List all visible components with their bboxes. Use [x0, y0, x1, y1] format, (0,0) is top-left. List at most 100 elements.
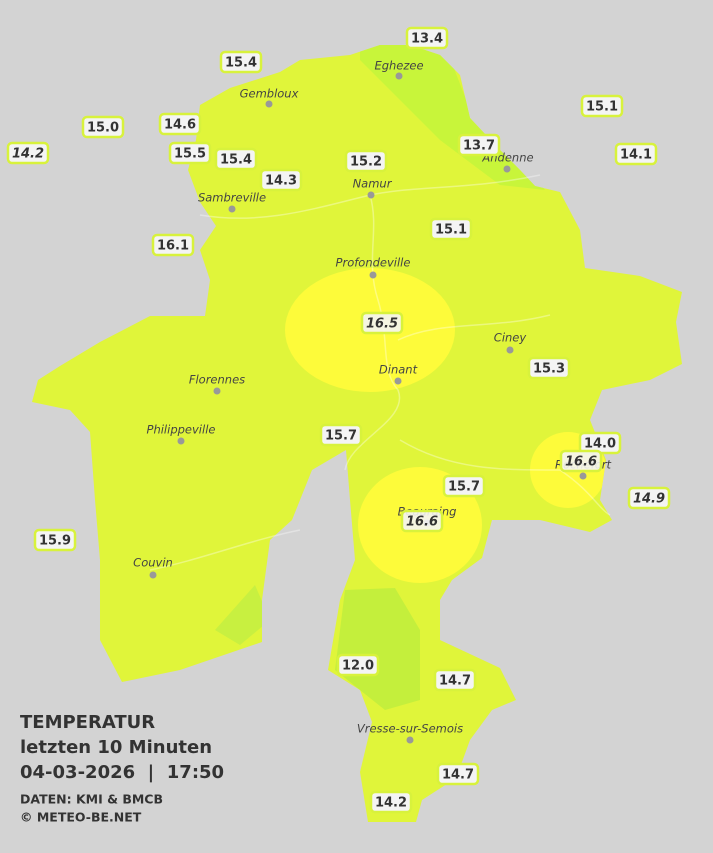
city-label: Sambreville [198, 191, 266, 205]
station-box [369, 790, 413, 814]
station: 15.2 [344, 149, 388, 173]
station: 14.2 [6, 141, 50, 165]
legend-source: DATEN: KMI & BMCB [20, 792, 163, 807]
station-box [436, 762, 480, 786]
city-dot [506, 346, 514, 354]
station-value: 14.2 [375, 796, 407, 811]
city-label: Couvin [133, 556, 173, 570]
city-label: Gembloux [240, 87, 299, 101]
rivers [149, 174, 611, 571]
city-dot [228, 205, 236, 213]
station-value: 14.6 [164, 118, 196, 133]
city-label: Dinant [379, 363, 418, 377]
station: 14.7 [436, 762, 480, 786]
station: 16.6 [400, 509, 444, 533]
station-box [81, 115, 125, 139]
station-value: 14.0 [584, 437, 616, 452]
station: 15.5 [168, 141, 212, 165]
station-box [405, 26, 449, 50]
city-dot [213, 387, 221, 395]
station: 14.0 [578, 431, 622, 455]
station-box [33, 528, 77, 552]
station: 14.6 [158, 112, 202, 136]
station-value: 15.5 [174, 147, 206, 162]
legend-period: letzten 10 Minuten [20, 737, 212, 758]
city-dot [367, 191, 375, 199]
station: 12.0 [336, 653, 380, 677]
station-box [219, 50, 263, 74]
station-value: 15.4 [220, 153, 252, 168]
station-value: 16.6 [565, 455, 597, 470]
legend-datetime: 04-03-2026 | 17:50 [20, 762, 224, 783]
station-value: 15.9 [39, 534, 71, 549]
station: 15.4 [214, 147, 258, 171]
station: 15.1 [580, 94, 624, 118]
station-value: 15.1 [586, 100, 618, 115]
station-value: 16.1 [157, 239, 189, 254]
station-value: 15.3 [533, 362, 565, 377]
city-label: Namur [353, 177, 393, 191]
city-label: Profondeville [336, 256, 411, 270]
station-value: 16.5 [366, 317, 398, 332]
station: 14.1 [614, 142, 658, 166]
station-box [580, 94, 624, 118]
station-value: 14.1 [620, 148, 652, 163]
city-dot [395, 72, 403, 80]
station-value: 15.2 [350, 155, 382, 170]
station-box [158, 112, 202, 136]
city-label: Philippeville [147, 423, 216, 437]
station-value: 14.9 [633, 492, 665, 507]
station-box [214, 147, 258, 171]
station: 16.1 [151, 233, 195, 257]
station-value: 12.0 [342, 659, 374, 674]
station-box [336, 653, 380, 677]
station-value: 15.4 [225, 56, 257, 71]
station: 15.7 [442, 474, 486, 498]
station-box [168, 141, 212, 165]
city-dot [177, 437, 185, 445]
station: 15.4 [219, 50, 263, 74]
city-label: Vresse-sur-Semois [357, 722, 463, 736]
city-dot [579, 472, 587, 480]
city-dot [503, 165, 511, 173]
station-value: 14.2 [12, 147, 44, 162]
station: 13.7 [457, 133, 501, 157]
city-label: Ciney [494, 331, 527, 345]
station-value: 14.7 [439, 674, 471, 689]
station: 14.2 [369, 790, 413, 814]
station-box [559, 449, 603, 473]
station-box [344, 149, 388, 173]
city-dot [265, 100, 273, 108]
legend-title: TEMPERATUR [20, 712, 155, 733]
station: 16.6 [559, 449, 603, 473]
station-box [429, 217, 473, 241]
station: 15.0 [81, 115, 125, 139]
station-value: 13.4 [411, 32, 443, 47]
city-label: Eghezee [374, 59, 423, 73]
station: 15.7 [319, 423, 363, 447]
station-value: 13.7 [463, 139, 495, 154]
station-box [259, 168, 303, 192]
station-box [400, 509, 444, 533]
station: 13.4 [405, 26, 449, 50]
station-value: 16.6 [406, 515, 438, 530]
station: 14.3 [259, 168, 303, 192]
station-value: 15.7 [325, 429, 357, 444]
station-box [6, 141, 50, 165]
city-dot [394, 377, 402, 385]
station: 14.7 [433, 668, 477, 692]
station-value: 14.7 [442, 768, 474, 783]
station: 16.5 [360, 311, 404, 335]
city-dot [406, 736, 414, 744]
station-value: 14.3 [265, 174, 297, 189]
cool-zone [215, 585, 270, 645]
station-box [433, 668, 477, 692]
legend-copyright: © METEO-BE.NET [20, 810, 142, 825]
cool-zone [335, 588, 420, 710]
station-box [627, 486, 671, 510]
station-value: 15.0 [87, 121, 119, 136]
station: 15.9 [33, 528, 77, 552]
station-value: 15.7 [448, 480, 480, 495]
